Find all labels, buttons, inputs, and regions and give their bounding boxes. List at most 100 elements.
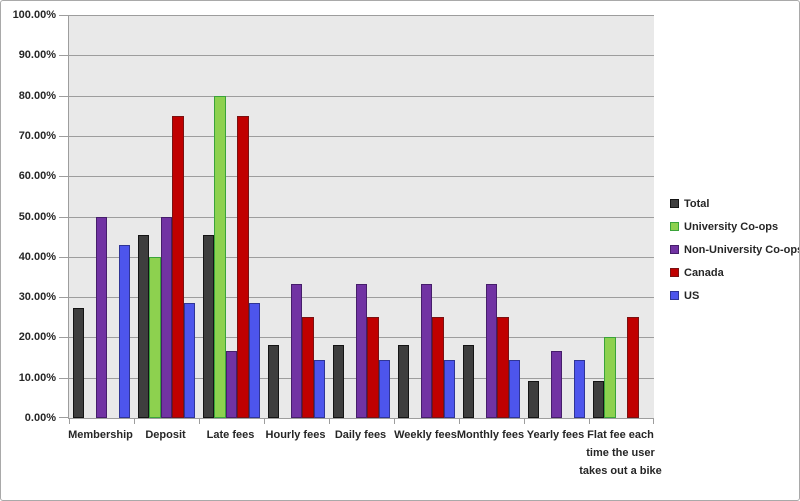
bar-slot <box>95 15 108 418</box>
bar-slot <box>172 15 184 418</box>
bar-non-university-co-ops-daily-fees <box>355 283 368 418</box>
legend: Total University Co-ops Non-University Co-… <box>670 197 800 312</box>
y-axis-label: 20.00% <box>18 331 56 344</box>
y-axis-label: 50.00% <box>18 210 56 223</box>
x-axis: Membership Deposit Late fees Hourly fees Dai… <box>1 426 799 500</box>
bar-slot <box>409 15 421 418</box>
x-axis-label-daily-fees: Daily fees <box>334 429 387 441</box>
bar-non-university-co-ops-late-fees <box>225 350 238 418</box>
bar-non-university-co-ops-hourly-fees <box>290 283 303 418</box>
legend-label: Non-University Co-ops <box>684 243 800 256</box>
legend-item-non-university-co-ops: Non-University Co-ops <box>670 243 800 256</box>
legend-item-total: Total <box>670 197 799 210</box>
bar-canada-late-fees <box>237 115 249 418</box>
x-axis-label-monthly-fees: Monthly fees <box>456 429 525 441</box>
bar-slot <box>474 15 486 418</box>
category-group-monthly-fees <box>459 15 524 418</box>
y-tick <box>59 135 69 137</box>
bar-us-deposit <box>183 302 196 418</box>
bar-total-late-fees <box>202 234 215 418</box>
x-tick <box>589 418 590 424</box>
bar-us-monthly-fees <box>508 360 521 418</box>
x-axis-label-hourly-fees: Hourly fees <box>265 429 326 441</box>
bar-slot <box>118 15 131 418</box>
bar-slot <box>313 15 326 418</box>
bar-slot <box>639 15 651 418</box>
y-axis-label: 80.00% <box>18 89 56 102</box>
bar-total-weekly-fees <box>397 344 410 418</box>
bar-slot <box>332 15 345 418</box>
bar-slot <box>397 15 410 418</box>
x-axis-label-weekly-fees: Weekly fees <box>394 429 457 441</box>
bar-slot <box>539 15 551 418</box>
x-tick <box>394 418 395 424</box>
legend-label: Total <box>684 197 710 210</box>
legend-item-canada: Canada <box>670 266 799 279</box>
y-axis-label: 40.00% <box>18 250 56 263</box>
x-axis-label-flat-fee-each-time-the-user-takes-out-a-bike: Flat fee each time the user takes out a … <box>579 429 662 477</box>
bar-slot <box>237 15 249 418</box>
y-tick <box>59 176 69 178</box>
x-axis-label-yearly-fees: Yearly fees <box>526 429 585 441</box>
x-tick <box>199 418 200 424</box>
gridline-40.00% <box>69 256 654 258</box>
y-tick <box>59 297 69 299</box>
category-group-daily-fees <box>329 15 394 418</box>
bar-canada-daily-fees <box>367 317 379 418</box>
bar-slot <box>355 15 368 418</box>
category-group-weekly-fees <box>394 15 459 418</box>
y-tick <box>59 55 69 57</box>
legend-swatch-us-icon <box>670 291 679 300</box>
x-axis-label-deposit: Deposit <box>145 429 186 441</box>
bar-total-flat-fee-each-time-the-user-takes-out-a-bike <box>592 381 605 418</box>
bar-slot <box>225 15 238 418</box>
bar-us-membership <box>118 245 131 418</box>
bar-slot <box>508 15 521 418</box>
bar-slot <box>72 15 85 418</box>
bar-slot <box>432 15 444 418</box>
x-tick <box>134 418 135 424</box>
bar-slot <box>443 15 456 418</box>
bar-total-hourly-fees <box>267 344 280 418</box>
y-tick <box>59 95 69 97</box>
category-group-late-fees <box>199 15 264 418</box>
y-tick <box>59 377 69 379</box>
bar-total-membership <box>72 308 85 418</box>
bar-us-late-fees <box>248 302 261 418</box>
bar-slot <box>214 15 226 418</box>
bar-non-university-co-ops-membership <box>95 216 108 418</box>
bar-slot <box>344 15 356 418</box>
bar-slot <box>248 15 261 418</box>
gridline-90.00% <box>69 55 654 57</box>
gridline-70.00% <box>69 135 654 137</box>
y-axis-label: 60.00% <box>18 170 56 183</box>
y-axis-label: 70.00% <box>18 129 56 142</box>
y-tick <box>59 15 69 16</box>
category-group-hourly-fees <box>264 15 329 418</box>
bar-university-co-ops-deposit <box>149 256 161 418</box>
legend-item-university-co-ops: University Co-ops <box>670 220 799 233</box>
y-tick <box>59 417 69 418</box>
bar-slot <box>420 15 433 418</box>
bar-slot <box>137 15 150 418</box>
bar-canada-flat-fee-each-time-the-user-takes-out-a-bike <box>627 317 639 418</box>
gridline-60.00% <box>69 176 654 178</box>
gridline-100.00% <box>69 15 654 16</box>
bar-slot <box>290 15 303 418</box>
bar-slot <box>149 15 161 418</box>
legend-swatch-total-icon <box>670 199 679 208</box>
bar-slot <box>202 15 215 418</box>
bar-canada-weekly-fees <box>432 317 444 418</box>
bar-slot <box>183 15 196 418</box>
y-tick <box>59 216 69 218</box>
bar-non-university-co-ops-monthly-fees <box>485 283 498 418</box>
bar-university-co-ops-flat-fee-each-time-the-user-takes-out-a-bike <box>604 337 616 418</box>
bar-canada-hourly-fees <box>302 317 314 418</box>
category-group-yearly-fees <box>524 15 589 418</box>
legend-swatch-non-university-co-ops-icon <box>670 245 679 254</box>
bar-total-deposit <box>137 234 150 418</box>
bar-slot <box>562 15 574 418</box>
x-tick <box>524 418 525 424</box>
legend-swatch-canada-icon <box>670 268 679 277</box>
legend-item-us: US <box>670 289 799 302</box>
